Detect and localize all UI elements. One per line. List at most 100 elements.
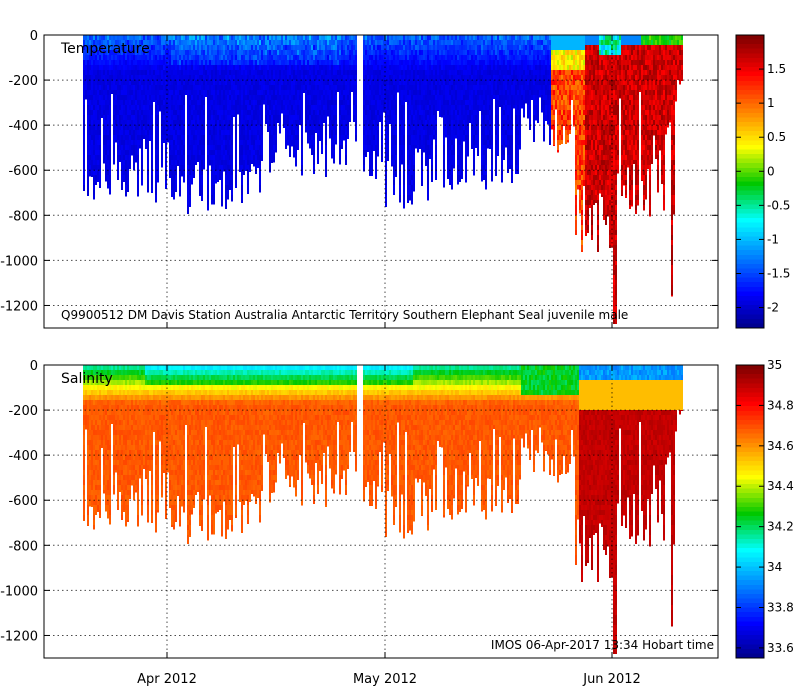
profile-cell <box>409 145 412 151</box>
profile-cell <box>245 150 248 156</box>
profile-cell <box>91 175 94 177</box>
profile-cell <box>451 150 454 156</box>
profile-cell <box>443 115 446 121</box>
profile-cell <box>393 105 396 111</box>
profile-cell <box>245 110 248 116</box>
profile-cell <box>257 40 260 46</box>
profile-cell <box>121 185 124 191</box>
profile-cell <box>211 80 214 86</box>
profile-cell <box>459 115 462 121</box>
profile-cell <box>143 50 146 56</box>
profile-cell <box>413 120 416 126</box>
profile-cell <box>101 70 104 76</box>
profile-cell <box>401 115 404 121</box>
profile-cell <box>87 100 90 106</box>
profile-cell <box>139 35 142 41</box>
profile-cell <box>469 100 472 106</box>
profile-cell <box>173 140 176 146</box>
profile-cell <box>309 45 312 51</box>
profile-cell <box>443 40 446 46</box>
profile-cell <box>119 40 122 46</box>
profile-cell <box>383 65 386 71</box>
profile-cell <box>393 80 396 86</box>
profile-cell <box>341 95 344 101</box>
profile-cell <box>161 70 164 76</box>
profile-cell <box>151 185 154 191</box>
profile-cell <box>143 120 146 126</box>
profile-cell <box>251 80 254 86</box>
profile-cell <box>127 160 130 166</box>
profile-cell <box>257 120 260 126</box>
profile-cell <box>235 145 238 151</box>
profile-cell <box>155 65 158 71</box>
profile-cell <box>189 200 192 206</box>
profile-cell <box>171 40 174 46</box>
profile-cell <box>289 125 292 131</box>
profile-cell <box>121 145 124 151</box>
profile-cell <box>195 70 198 76</box>
profile-cell <box>147 175 150 181</box>
profile-cell <box>425 105 428 111</box>
profile-cell <box>449 155 452 161</box>
profile-cell <box>163 80 166 86</box>
profile-cell <box>263 85 266 91</box>
profile-cell <box>457 145 460 151</box>
profile-cell <box>391 160 394 166</box>
profile-cell <box>87 60 90 66</box>
profile-cell <box>109 185 112 191</box>
profile-cell <box>455 45 458 51</box>
profile-cell <box>255 45 258 51</box>
profile-cell <box>313 35 316 41</box>
profile-cell <box>189 160 192 166</box>
profile-cell <box>99 65 102 71</box>
profile-cell <box>451 75 454 81</box>
profile-cell <box>459 110 462 116</box>
profile-cell <box>225 190 228 196</box>
profile-cell <box>125 40 128 46</box>
profile-cell <box>421 85 424 91</box>
profile-cell <box>125 90 128 96</box>
profile-cell <box>135 55 138 61</box>
profile-cell <box>171 95 174 101</box>
profile-cell <box>435 165 438 171</box>
profile-cell <box>117 140 120 146</box>
profile-cell <box>105 170 108 176</box>
profile-cell <box>207 95 210 101</box>
profile-cell <box>171 150 174 156</box>
profile-cell <box>375 110 378 116</box>
profile-cell <box>413 65 416 71</box>
profile-cell <box>119 75 122 81</box>
profile-cell <box>105 145 108 151</box>
profile-cell <box>241 70 244 76</box>
profile-cell <box>207 150 210 156</box>
profile-cell <box>255 170 258 175</box>
profile-cell <box>189 130 192 136</box>
profile-cell <box>281 40 284 46</box>
profile-cell <box>369 160 372 166</box>
profile-cell <box>317 135 320 141</box>
profile-cell <box>99 35 102 41</box>
profile-cell <box>161 75 164 81</box>
profile-cell <box>189 155 192 161</box>
profile-cell <box>93 130 96 136</box>
profile-cell <box>221 130 224 136</box>
profile-cell <box>349 100 352 106</box>
profile-cell <box>201 195 204 201</box>
profile-cell <box>287 95 290 101</box>
profile-cell <box>317 45 320 51</box>
profile-cell <box>411 180 414 186</box>
profile-cell <box>347 135 350 139</box>
profile-cell <box>331 40 334 46</box>
profile-cell <box>295 60 298 66</box>
profile-cell <box>211 150 214 156</box>
profile-cell <box>137 40 140 46</box>
profile-cell <box>91 100 94 106</box>
profile-cell <box>115 75 118 81</box>
profile-cell <box>223 70 226 76</box>
profile-cell <box>311 70 314 76</box>
profile-cell <box>177 120 180 126</box>
profile-cell <box>239 100 242 106</box>
profile-cell <box>175 140 178 146</box>
profile-cell <box>275 125 278 131</box>
profile-cell <box>353 50 356 56</box>
